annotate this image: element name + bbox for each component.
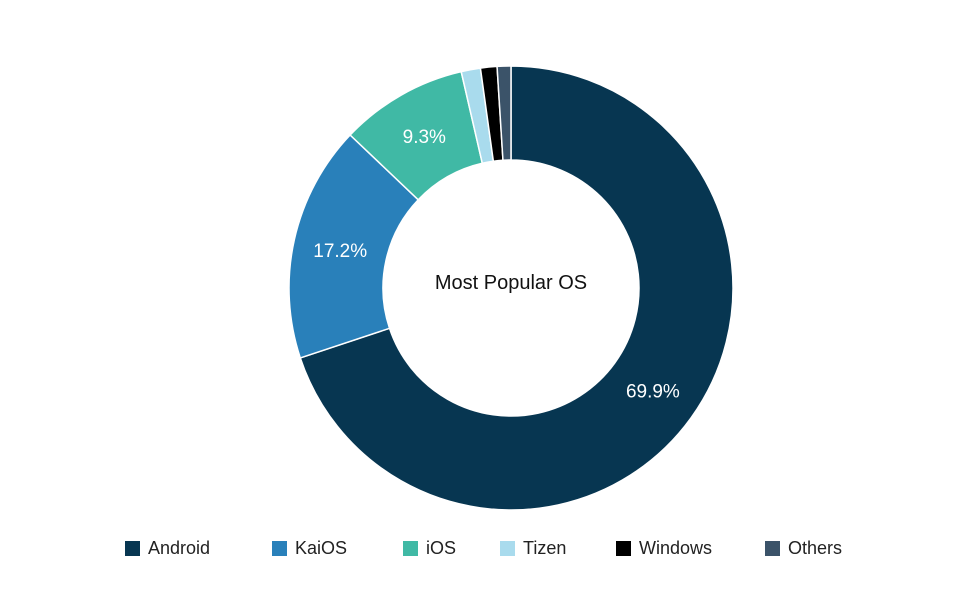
legend-label: iOS — [426, 537, 457, 558]
legend-label: Tizen — [523, 537, 567, 558]
legend-swatch — [403, 540, 418, 556]
legend-item-android[interactable]: Android — [125, 535, 210, 561]
legend-item-windows[interactable]: Windows — [616, 535, 712, 561]
legend-item-others[interactable]: Others — [765, 535, 842, 561]
center-title: Most Popular OS — [435, 272, 587, 294]
slice-labels-group: 69.9% 17.2% 9.3% — [313, 127, 680, 402]
legend-item-ios[interactable]: iOS — [403, 535, 456, 561]
legend-swatch — [765, 540, 780, 556]
legend-label: KaiOS — [295, 537, 348, 558]
legend: Android KaiOS iOS Tizen Windows Others — [0, 535, 979, 561]
legend-label: Windows — [639, 537, 713, 558]
legend-label: Android — [148, 537, 211, 558]
legend-label: Others — [788, 537, 843, 558]
legend-item-kaios[interactable]: KaiOS — [272, 535, 347, 561]
legend-item-tizen[interactable]: Tizen — [500, 535, 566, 561]
slice-others[interactable] — [496, 65, 512, 162]
slices-group — [288, 65, 734, 511]
legend-swatch — [616, 540, 631, 556]
slice-kaios[interactable] — [288, 133, 420, 359]
slice-label-kaios: 17.2% — [313, 241, 367, 262]
slice-label-android: 69.9% — [626, 381, 680, 402]
legend-swatch — [272, 540, 287, 556]
slice-android[interactable] — [299, 65, 734, 511]
slice-label-ios: 9.3% — [403, 127, 446, 148]
legend-swatch — [125, 540, 140, 556]
legend-swatch — [500, 540, 515, 556]
